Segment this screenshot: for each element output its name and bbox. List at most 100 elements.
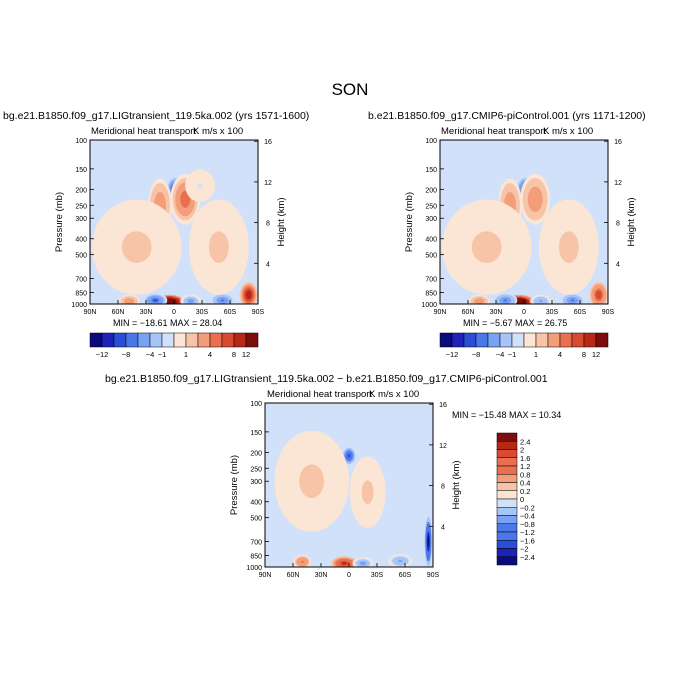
plot-1-colorbar-box [101,332,115,348]
plot-2-colorbar-label: −8 [472,350,481,359]
plot-1-xtick-label: 30S [196,309,209,316]
plot-2-ytick-label: 850 [425,290,437,297]
plot-2-xtick-label: 60S [574,309,587,316]
plot-2-colorbar-box [463,332,477,348]
plot-2-contour-8-5 [597,292,601,298]
plot-2-colorbar-label: 12 [592,350,600,359]
plot-2-ytick-label: 500 [425,253,437,260]
plot-3-contour-4-5 [361,562,365,565]
panel-2-title: b.e21.B1850.f09_g17.CMIP6-piControl.001 … [368,110,646,122]
plot-1-colorbar-label: −4 [146,350,155,359]
plot-3-ytick-label: 200 [250,450,262,457]
plot-2-xtick-label: 90S [602,309,615,316]
plot-3-colorbar-label: 2.4 [520,437,530,446]
plot-2-contour-1-5 [532,195,538,204]
plot-3-colorbar-box [496,482,518,491]
plot-2-colorbar-box [583,332,597,348]
plot-1-colorbar-box [209,332,223,348]
plot-1-colorbar-box [125,332,139,348]
plot-3-xtick-label: 90N [259,572,272,579]
plot-3-colorbar-label: 0.8 [520,470,530,479]
plot-3-ylabel: Pressure (mb) [229,455,240,515]
plot-2-colorbar-label: 8 [582,350,586,359]
plot-3-xtick-label: 30N [315,572,328,579]
plot-2-ylabel: Pressure (mb) [404,192,415,252]
plot-3-contour-5-5 [300,560,304,563]
plot-1-contour-11-5 [213,239,224,256]
plot-3-colorbar-label: 2 [520,446,524,455]
plot-3-contour-3-5 [342,562,347,565]
plot-2-contour-4-5 [503,299,508,302]
plot-2-colorbar-box [535,332,549,348]
panel-2-min-max: MIN = −5.67 MAX = 26.75 [463,318,568,328]
plot-3-ytick-label: 700 [250,540,262,547]
plot-2-field [440,140,608,304]
plot-3-colorbar-label: 0.4 [520,479,530,488]
plot-1-ytick-label: 250 [75,203,87,210]
plot-3-field [265,403,433,567]
plot-3-colorbar-box [496,449,518,458]
plot-2-ytick-label: 150 [425,167,437,174]
plot-1-colorbar-label: −12 [96,350,109,359]
plot-2-contour-3-5 [516,300,522,303]
plot-3-ytick-label: 500 [250,516,262,523]
panel-1-min-max: MIN = −18.61 MAX = 28.04 [113,318,223,328]
plot-3-colorbar-box [496,441,518,450]
plot-2-colorbar-label: 4 [558,350,562,359]
plot-2-colorbar-box [487,332,501,348]
plot-1-xtick-label: 90N [84,309,97,316]
plot-1-field [90,140,258,304]
plot-1-contour-6-5 [189,300,193,303]
plot-2-colorbar-box [523,332,537,348]
plot-1-y2tick-label: 8 [266,221,270,228]
plot-3-xtick-label: 0 [347,572,351,579]
plot-3-y2tick-label: 8 [441,484,445,491]
plot-1-contour-5-5 [153,299,158,302]
plot-1-xtick-label: 0 [172,309,176,316]
panel-1-units: K m/s x 100 [193,126,244,137]
plot-3-colorbar-label: 1.6 [520,454,530,463]
plot-2-ytick-label: 300 [425,216,437,223]
plot-1-colorbar-box [149,332,163,348]
plot-1-colorbar-box [233,332,247,348]
panel-3-title: bg.e21.B1850.f09_g17.LIGtransient_119.5k… [105,373,548,385]
plot-3-colorbar-box [496,515,518,524]
plot-2-colorbar-box [547,332,561,348]
plot-1-colorbar-box [185,332,199,348]
plot-3-colorbar-box [496,556,518,566]
panel-1-title: bg.e21.B1850.f09_g17.LIGtransient_119.5k… [3,110,310,122]
plot-3-colorbar-label: −0.4 [520,512,535,521]
plot-3-colorbar-box [496,548,518,557]
plot-2-y2tick-label: 12 [614,180,622,187]
plot-2-contour-10-5 [563,239,574,256]
plot-2-colorbar-box [475,332,489,348]
plot-2-colorbar-box [439,332,453,348]
plot-1-colorbar-box [161,332,175,348]
plot-3-colorbar-box [496,432,518,442]
plot-2-colorbar-label: −1 [508,350,517,359]
plot-1-ylabel: Pressure (mb) [54,192,65,252]
plot-3-colorbar-box [496,490,518,500]
plot-2-ytick-label: 1000 [421,302,437,309]
plot-1-colorbar-box [197,332,211,348]
plot-2-ytick-label: 200 [425,187,437,194]
plot-3-colorbar-label: −0.2 [520,503,535,512]
plot-2-colorbar-label: −4 [496,350,505,359]
plot-1-ytick-label: 850 [75,290,87,297]
plot-2-contour-9-5 [479,239,495,256]
plot-2-colorbar-box [499,332,513,348]
plot-2-xtick-label: 30S [546,309,559,316]
plot-3-ytick-label: 150 [250,430,262,437]
plot-3-colorbar-label: −2 [520,545,529,554]
plot-1-ytick-label: 300 [75,216,87,223]
plot-3-ytick-label: 850 [250,553,262,560]
plot-3-contour-6-5 [398,559,403,563]
plot-3-colorbar-box [496,498,518,508]
plot-2-y2tick-label: 16 [614,139,622,146]
plot-1-y2label: Height (km) [276,197,287,246]
plot-3-colorbar-box [496,531,518,541]
plot-1-contour-7-5 [127,300,131,303]
plot-1-ytick-label: 400 [75,237,87,244]
plot-2-xtick-label: 30N [490,309,503,316]
plot-3-colorbar-label: −0.8 [520,520,535,529]
